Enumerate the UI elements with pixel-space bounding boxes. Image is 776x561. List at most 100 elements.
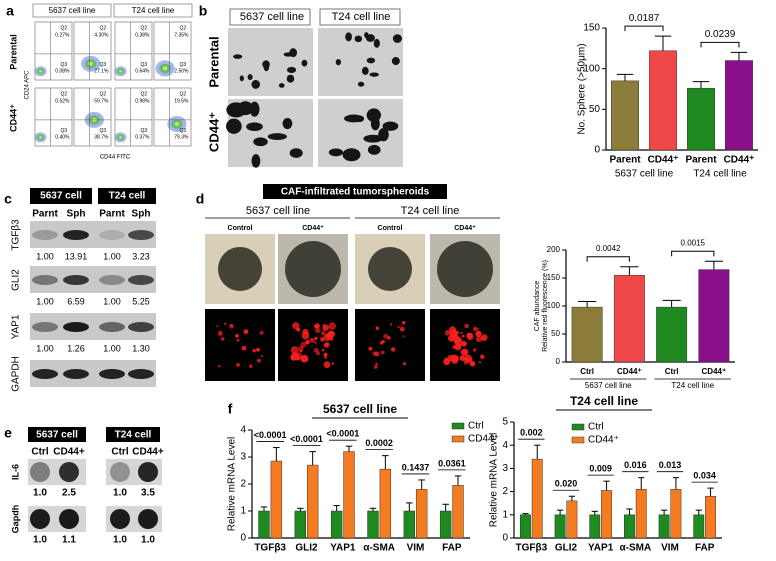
x-tick-label: VIM [661,543,679,554]
p-value: 0.1437 [402,462,430,472]
x-tick-label: Parent [609,155,641,166]
fluorescent-cell [463,360,469,365]
cell-cloud [39,136,43,139]
bar [613,274,645,363]
bar [294,510,307,539]
fluorescent-cell [322,324,329,331]
x-tick-label: Ctrl [580,367,594,376]
cell-cloud [119,136,123,139]
group-header: T24 cell [115,430,152,441]
fluorescent-cell [466,332,473,339]
quadrant-value: 0.98% [135,98,150,104]
band-ratio: 1.00 [103,296,121,306]
fluorescent-cell [321,330,326,336]
fluorescent-cell [375,362,378,366]
group-header-box [30,188,92,204]
fluorescent-cell [248,364,253,369]
x-tick-label: CD44⁺ [617,367,642,376]
fluorescent-cell [300,354,309,363]
band-ratio: 1.26 [67,343,85,353]
p-value: 0.0239 [705,29,736,40]
y-axis-label: CD24 APC [25,70,31,100]
bar [343,451,355,539]
p-value: 0.0002 [365,438,393,448]
sphere [262,60,270,69]
sphere [251,79,261,89]
fluorescent-cell [383,333,389,339]
sphere [361,66,369,75]
bar [658,514,670,539]
legend-swatch [571,423,585,431]
lane-label: CD44+ [53,447,85,458]
quadrant-name: Q3 [61,62,68,68]
fluorescent-cell [464,323,469,329]
y-tick-label: 2 [502,486,508,497]
blot-label: YAP1 [11,314,22,339]
sphere [246,122,263,131]
p-value: 0.002 [520,428,543,438]
fluorescent-cell [331,362,334,365]
fluorescent-cell [375,326,380,330]
fluorescent-cell [380,350,385,355]
chart-title: 5637 cell line [323,402,397,416]
spheroid [368,247,412,291]
quadrant-name: Q2 [180,91,187,97]
sphere [365,34,375,42]
blot-label: IL-6 [10,464,20,480]
bar [649,50,677,151]
title-box [263,184,447,199]
spheroid [285,241,341,297]
p-value: 0.0361 [438,458,466,468]
fluorescent-cell [402,335,405,338]
sphere [367,144,381,155]
fluorescent-cell [323,352,328,357]
fluorescent-cell [328,322,337,330]
fluorescent-cell [390,323,393,326]
dot-ratio: 1.0 [33,535,47,546]
significance-bracket [671,250,715,257]
panel-letter: c [4,191,12,207]
blot-band [99,275,125,285]
quadrant-value: 4.30% [94,32,109,38]
bar [452,485,464,539]
bar [589,514,601,539]
y-tick-label: 3 [502,463,508,474]
sphere [267,133,287,140]
fluorescent-cell [259,330,264,335]
blot-band [128,322,154,332]
bar [687,87,715,151]
fluorescence-image [278,309,348,381]
fluorescent-cell [324,342,328,347]
fluorescent-cell [324,356,327,359]
quadrant-value: 0.27% [55,32,70,38]
column-header: T24 cell line [132,6,175,15]
row-label: Parental [206,36,221,87]
fluorescent-cell [453,339,460,345]
lane-label: CD44+ [132,447,164,458]
fluorescent-cell [444,330,451,336]
band-ratio: 3.23 [132,251,150,261]
quadrant-name: Q2 [61,91,68,97]
fluorescent-cell [223,322,227,326]
band-ratio: 1.00 [103,251,121,261]
sphere [344,114,364,123]
sphere [278,83,285,88]
quadrant-name: Q3 [141,62,148,68]
fluorescent-cell [374,351,380,357]
quadrant-name: Q2 [61,25,68,31]
blot-dot [59,509,79,529]
fluorescent-cell [323,361,331,369]
fluorescent-cell [314,336,318,340]
sphere [251,154,261,168]
y-tick-label: 5 [502,417,508,428]
column-header-box [319,8,401,26]
lane-label: Sph [132,209,151,220]
fluorescent-cell [256,358,262,363]
blot-dot [138,462,158,482]
bar [403,510,416,539]
bar [611,80,639,151]
fluorescent-cell [480,354,485,360]
x-axis-label: CD44 FITC [100,155,131,161]
bar [330,510,343,539]
